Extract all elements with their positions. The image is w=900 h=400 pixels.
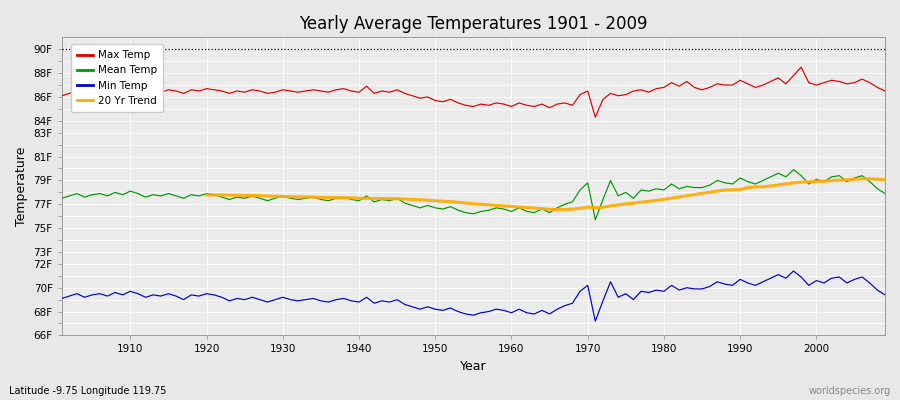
X-axis label: Year: Year — [460, 360, 487, 373]
Text: Latitude -9.75 Longitude 119.75: Latitude -9.75 Longitude 119.75 — [9, 386, 166, 396]
Y-axis label: Temperature: Temperature — [15, 147, 28, 226]
Title: Yearly Average Temperatures 1901 - 2009: Yearly Average Temperatures 1901 - 2009 — [299, 15, 648, 33]
Text: worldspecies.org: worldspecies.org — [809, 386, 891, 396]
Legend: Max Temp, Mean Temp, Min Temp, 20 Yr Trend: Max Temp, Mean Temp, Min Temp, 20 Yr Tre… — [71, 44, 164, 112]
